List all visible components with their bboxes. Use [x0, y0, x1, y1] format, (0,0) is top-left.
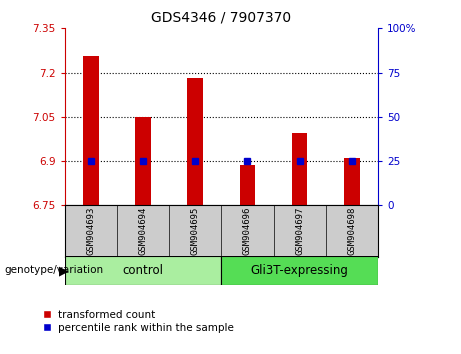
- Bar: [187, 79, 203, 205]
- Bar: [344, 158, 360, 205]
- Text: GSM904694: GSM904694: [138, 207, 148, 255]
- FancyBboxPatch shape: [65, 256, 221, 285]
- Text: GSM904693: GSM904693: [86, 207, 95, 255]
- FancyBboxPatch shape: [221, 256, 378, 285]
- Text: GSM904697: GSM904697: [295, 207, 304, 255]
- Legend: transformed count, percentile rank within the sample: transformed count, percentile rank withi…: [42, 310, 234, 333]
- Text: Gli3T-expressing: Gli3T-expressing: [251, 264, 349, 277]
- Text: GSM904695: GSM904695: [191, 207, 200, 255]
- Text: ▶: ▶: [59, 264, 69, 277]
- Text: GSM904698: GSM904698: [348, 207, 356, 255]
- Bar: [240, 166, 255, 205]
- Text: genotype/variation: genotype/variation: [5, 266, 104, 275]
- Text: control: control: [123, 264, 163, 277]
- Text: GSM904696: GSM904696: [243, 207, 252, 255]
- Bar: [135, 117, 151, 205]
- Bar: [292, 133, 307, 205]
- Title: GDS4346 / 7907370: GDS4346 / 7907370: [151, 10, 291, 24]
- Bar: [83, 56, 99, 205]
